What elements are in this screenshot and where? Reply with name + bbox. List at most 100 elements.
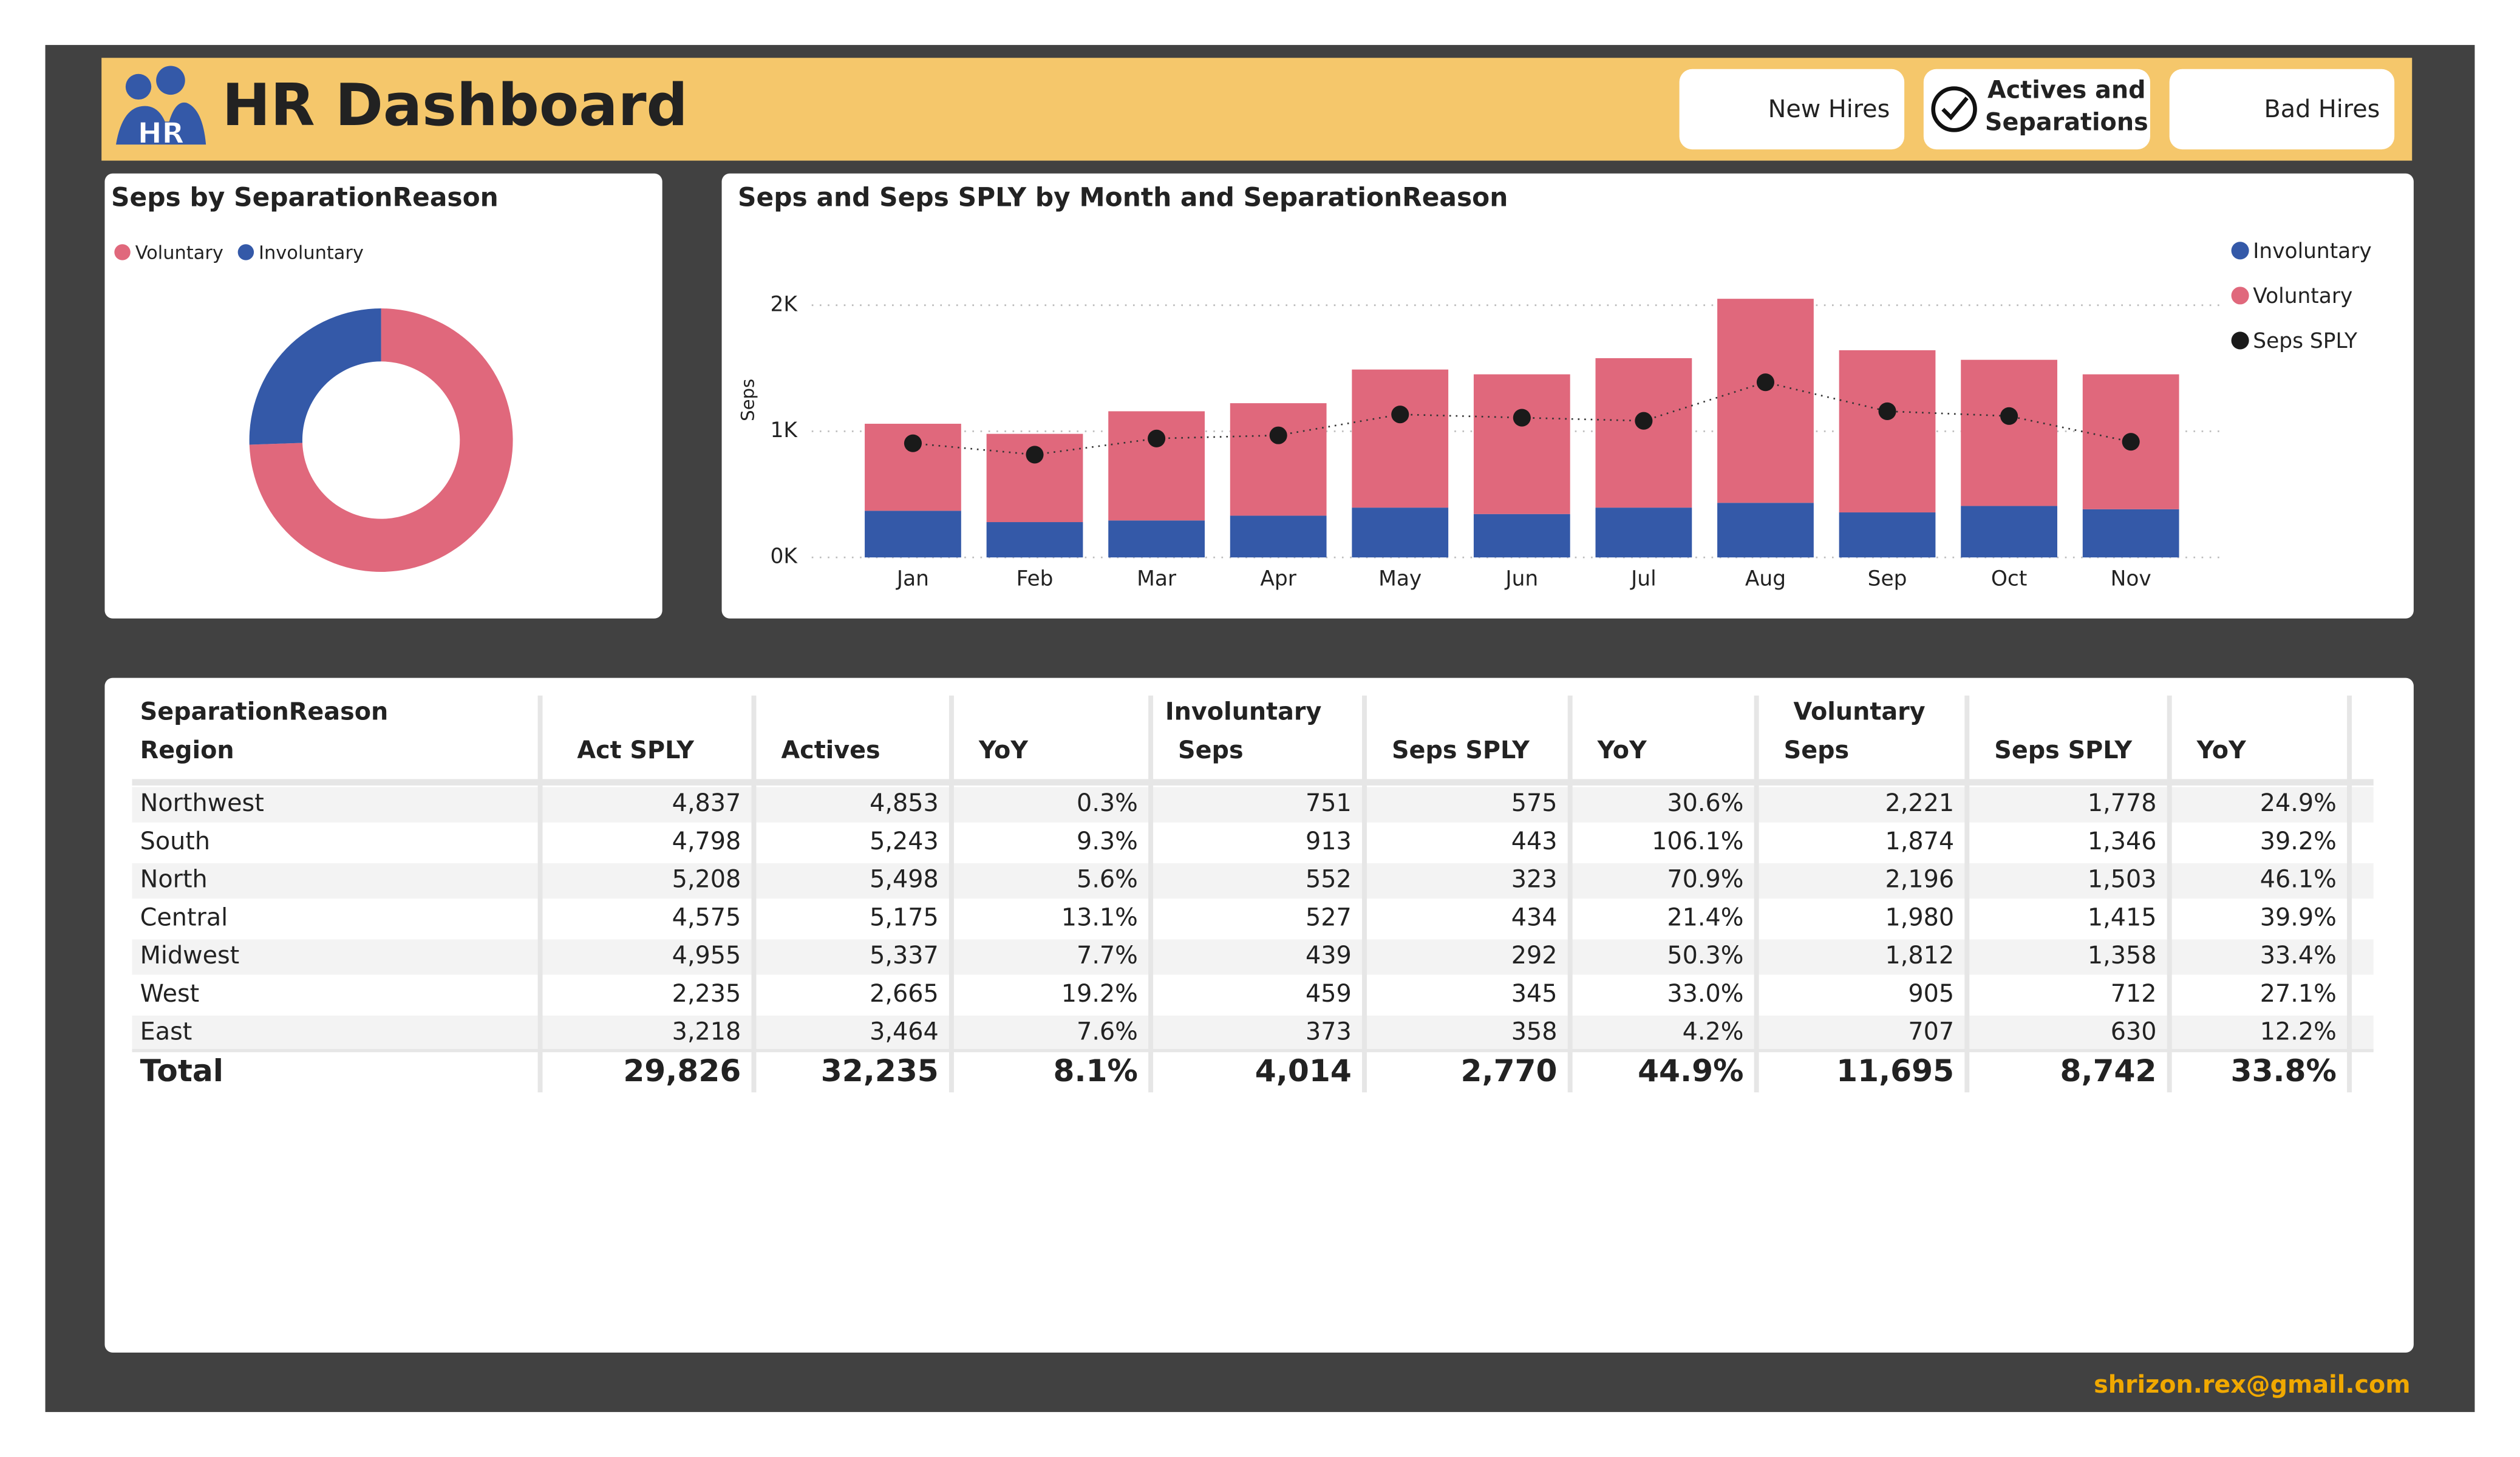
row-stripe — [132, 1015, 2374, 1051]
row-label: South — [140, 827, 210, 855]
cell: 1,415 — [2088, 903, 2157, 931]
bar-segment — [1839, 350, 1936, 513]
column-header: Actives — [781, 736, 880, 764]
y-tick-label: 1K — [771, 418, 799, 443]
cell: 5,175 — [870, 903, 939, 931]
y-tick-label: 2K — [771, 292, 799, 316]
legend-label: Voluntary — [135, 243, 223, 264]
cell: 1,346 — [2088, 827, 2157, 855]
x-tick-label: Apr — [1260, 567, 1296, 591]
bar-segment — [1961, 506, 2057, 558]
cell: 39.2% — [2260, 827, 2337, 855]
group-label: Involuntary — [1165, 698, 1322, 725]
cell: 459 — [1306, 980, 1352, 1008]
cell: 27.1% — [2260, 980, 2337, 1008]
cell: 5,337 — [870, 942, 939, 970]
cell: 913 — [1306, 827, 1352, 855]
row-label: Central — [140, 903, 228, 931]
cell: 3,218 — [672, 1017, 741, 1045]
x-tick-label: Jul — [1630, 567, 1656, 591]
donut-panel — [104, 173, 662, 619]
cell: 7.7% — [1077, 942, 1138, 970]
cell: 552 — [1306, 866, 1352, 894]
bar-segment — [1717, 503, 1814, 558]
row-label: East — [140, 1017, 192, 1045]
legend-dot — [2231, 331, 2249, 350]
total-cell: 33.8% — [2230, 1053, 2336, 1089]
cell: 434 — [1511, 903, 1558, 931]
cell: 4,955 — [672, 942, 741, 970]
total-cell: 11,695 — [1836, 1053, 1954, 1089]
logo: HR — [115, 66, 206, 151]
cell: 527 — [1306, 903, 1352, 931]
nav-bad-hires[interactable]: Bad Hires — [2169, 69, 2395, 150]
total-cell: 32,235 — [821, 1053, 939, 1089]
cell: 4,837 — [672, 789, 741, 817]
column-header: Seps SPLY — [1392, 736, 1530, 764]
cell: 630 — [2111, 1017, 2157, 1045]
donut-slice — [249, 308, 513, 572]
bar-segment — [1352, 369, 1449, 508]
cell: 2,221 — [1885, 789, 1954, 817]
legend-label: Involuntary — [259, 243, 364, 264]
x-tick-label: Mar — [1137, 567, 1177, 591]
cell: 5,243 — [870, 827, 939, 855]
column-header: YoY — [978, 736, 1029, 764]
cell: 7.6% — [1077, 1017, 1138, 1045]
logo-text: HR — [138, 117, 185, 150]
row-label: North — [140, 866, 208, 894]
table-panel — [104, 678, 2414, 1353]
bar-segment — [1230, 403, 1327, 516]
y-tick-label: 0K — [771, 545, 799, 569]
row-label: Midwest — [140, 942, 240, 970]
cell: 70.9% — [1667, 866, 1743, 894]
cell: 12.2% — [2260, 1017, 2337, 1045]
sply-dot — [2000, 407, 2018, 425]
cell: 1,503 — [2088, 866, 2157, 894]
nav-label[interactable]: Bad Hires — [2264, 95, 2380, 123]
cell: 443 — [1511, 827, 1558, 855]
x-tick-label: May — [1378, 567, 1422, 591]
nav-label[interactable]: Actives and Separations — [1984, 75, 2148, 137]
total-cell: 29,826 — [623, 1053, 741, 1089]
bar-segment — [1839, 512, 1936, 558]
dashboard-title: HR Dashboard — [222, 72, 688, 139]
row-label: West — [140, 980, 200, 1008]
cell: 0.3% — [1077, 789, 1138, 817]
cell: 2,665 — [870, 980, 939, 1008]
x-tick-label: Jun — [1504, 567, 1538, 591]
column-header: Seps — [1178, 736, 1244, 764]
sply-dot — [1148, 429, 1166, 447]
total-cell: Total — [140, 1053, 223, 1089]
column-header: YoY — [1597, 736, 1647, 764]
cell: 373 — [1306, 1017, 1352, 1045]
cell: 905 — [1908, 980, 1954, 1008]
cell: 19.2% — [1061, 980, 1138, 1008]
bar-segment — [1961, 359, 2057, 506]
cell: 50.3% — [1667, 942, 1743, 970]
x-tick-label: Sep — [1868, 567, 1907, 591]
nav-new-hires[interactable]: New Hires — [1679, 69, 1905, 150]
cell: 1,980 — [1885, 903, 1954, 931]
legend-label: Seps SPLY — [2253, 329, 2358, 353]
cell: 9.3% — [1077, 827, 1138, 855]
nav-label[interactable]: New Hires — [1768, 95, 1890, 123]
legend-dot — [2231, 242, 2249, 260]
total-cell: 8,742 — [2060, 1053, 2157, 1089]
cell: 292 — [1511, 942, 1558, 970]
cell: 1,874 — [1885, 827, 1954, 855]
cell: 46.1% — [2260, 866, 2337, 894]
bar-segment — [1352, 508, 1449, 558]
sply-dot — [904, 434, 922, 452]
cell: 33.4% — [2260, 942, 2337, 970]
row-label: Northwest — [140, 789, 264, 817]
cell: 751 — [1306, 789, 1352, 817]
sply-dot — [1391, 406, 1409, 424]
cell: 1,778 — [2088, 789, 2157, 817]
nav-actives[interactable]: Actives and Separations — [1923, 69, 2150, 150]
cell: 39.9% — [2260, 903, 2337, 931]
row-stripe — [132, 939, 2374, 975]
footer-email: shrizon.rex@gmail.com — [2094, 1371, 2410, 1399]
total-cell: 2,770 — [1461, 1053, 1558, 1089]
